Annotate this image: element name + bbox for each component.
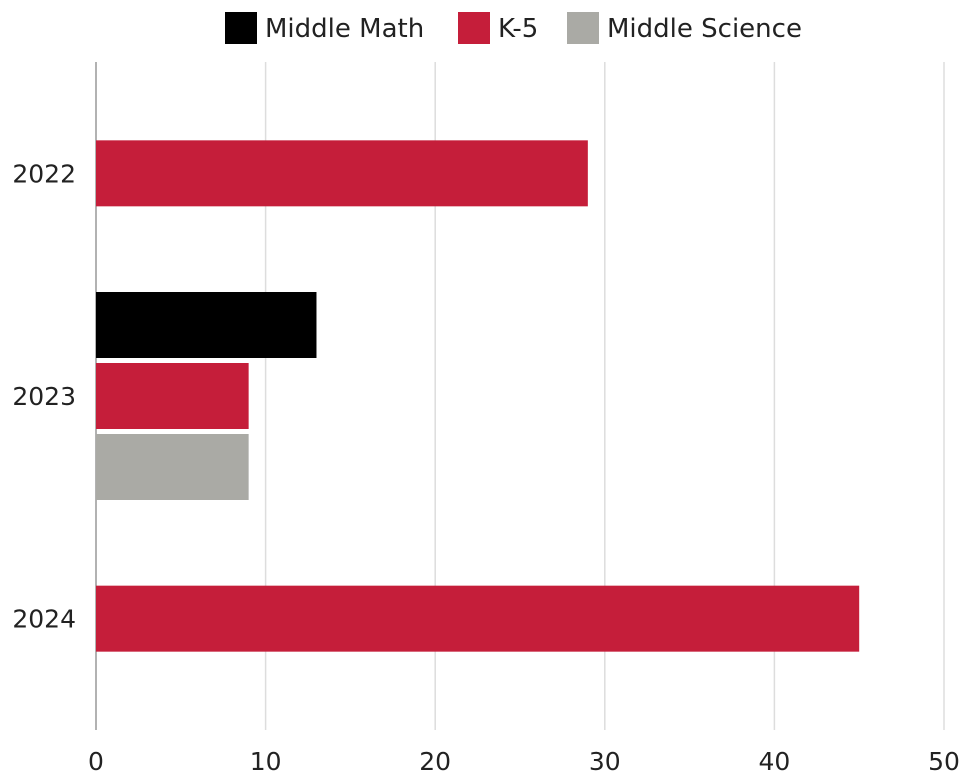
legend-item-k-5: K-5 <box>458 12 538 44</box>
legend: Middle Math K-5 Middle Science <box>225 12 802 44</box>
bar-2022-k-5 <box>96 140 588 207</box>
bar-2023-middle-math <box>96 292 317 358</box>
legend-label-middle-math: Middle Math <box>265 14 424 44</box>
y-tick-label: 2022 <box>12 159 76 188</box>
x-tick-label: 0 <box>88 747 104 776</box>
legend-label-middle-science: Middle Science <box>607 14 802 44</box>
legend-item-middle-science: Middle Science <box>567 12 802 44</box>
x-tick-label: 10 <box>250 747 282 776</box>
bar-2024-k-5 <box>96 585 860 652</box>
bar-2023-k-5 <box>96 363 249 429</box>
x-tick-label: 50 <box>928 747 960 776</box>
bars <box>96 140 860 652</box>
legend-swatch-k-5 <box>458 12 490 44</box>
legend-swatch-middle-science <box>567 12 599 44</box>
y-axis: 2022 2023 2024 <box>12 159 76 633</box>
x-axis: 0 10 20 30 40 50 <box>88 747 960 776</box>
bar-2023-middle-science <box>96 434 249 500</box>
y-tick-label: 2023 <box>12 382 76 411</box>
legend-label-k-5: K-5 <box>498 14 538 44</box>
legend-item-middle-math: Middle Math <box>225 12 424 44</box>
x-tick-label: 30 <box>589 747 621 776</box>
x-tick-label: 40 <box>758 747 790 776</box>
legend-swatch-middle-math <box>225 12 257 44</box>
x-tick-label: 20 <box>419 747 451 776</box>
y-tick-label: 2024 <box>12 605 76 634</box>
